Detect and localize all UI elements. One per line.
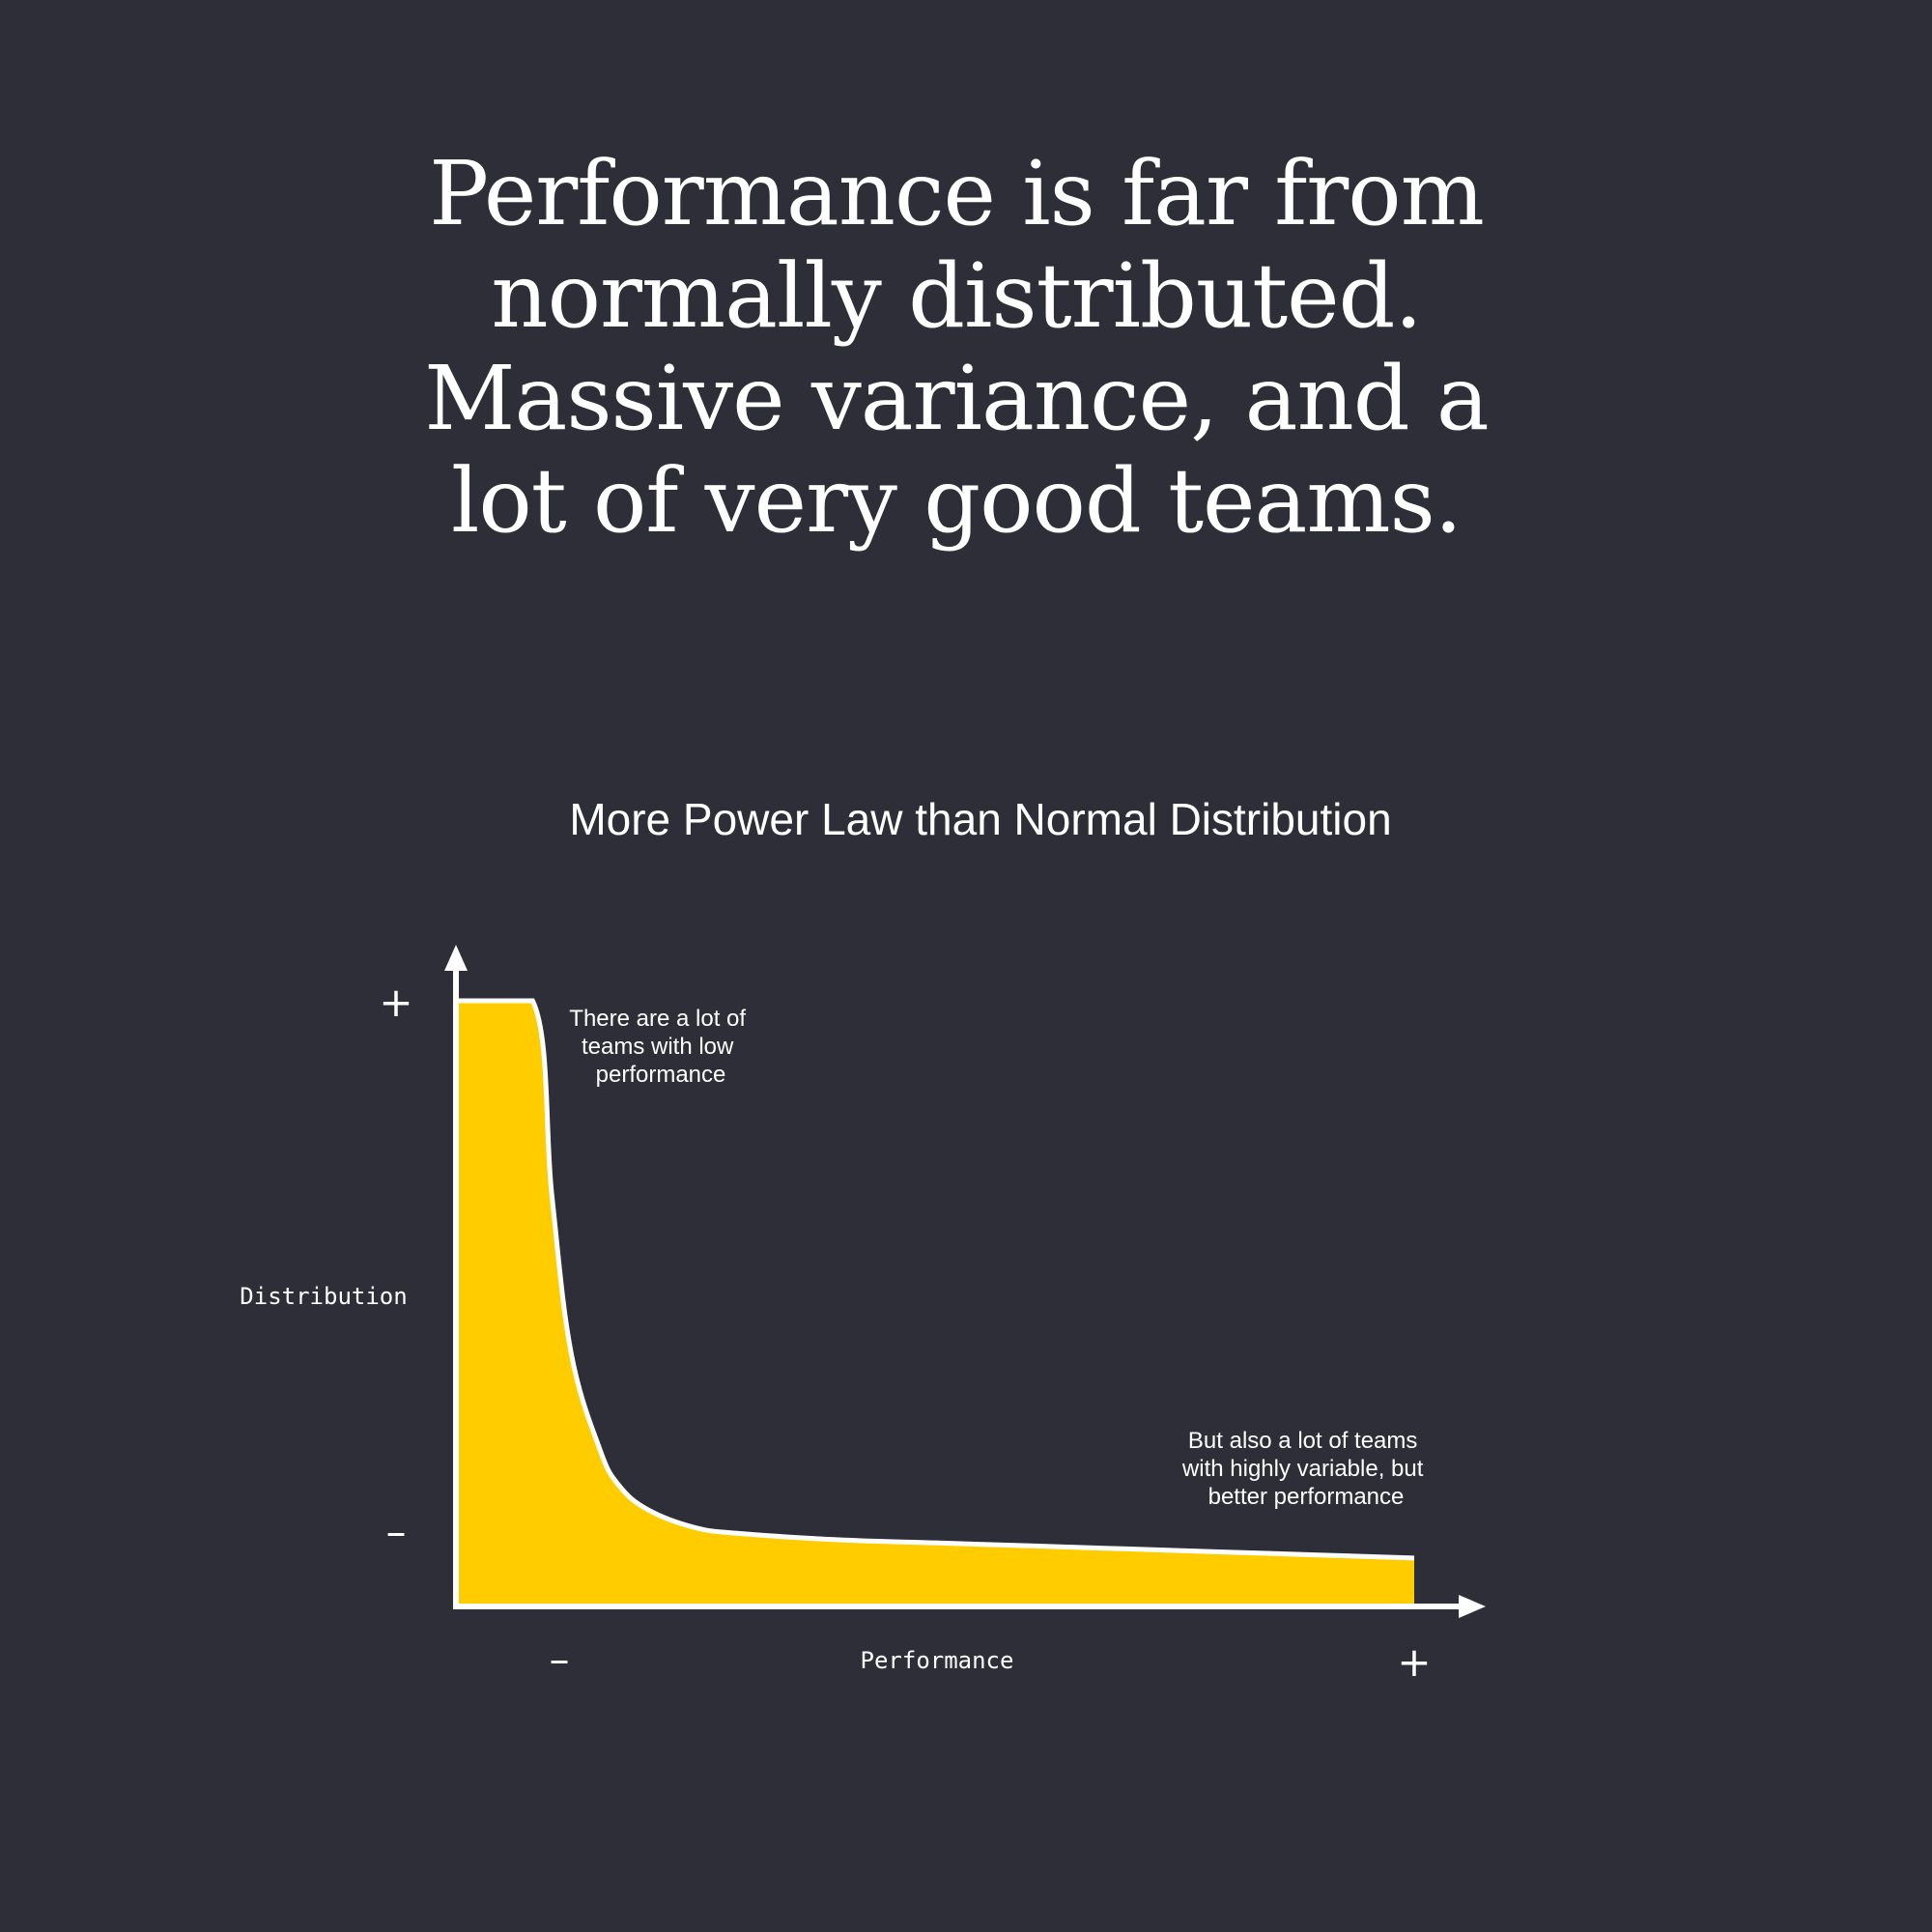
annotation-line: better performance — [1208, 1484, 1405, 1510]
distribution-curve — [456, 998, 1415, 1561]
headline-line: Massive variance, and a — [424, 347, 1489, 450]
chart-title: More Power Law than Normal Distribution — [569, 794, 1392, 844]
annotation-line: performance — [596, 1062, 726, 1088]
x-tick-plus: + — [1397, 1638, 1431, 1686]
y-axis-arrow-icon — [444, 945, 468, 971]
y-tick-plus: + — [379, 979, 412, 1026]
annotation-line: There are a lot of — [569, 1006, 746, 1032]
annotation-low-performance: There are a lot of teams with low perfor… — [569, 1006, 752, 1088]
y-axis-label: Distribution — [240, 1283, 407, 1310]
annotation-high-variance: But also a lot of teams with highly vari… — [1181, 1428, 1430, 1510]
headline-line: Performance is far from — [429, 142, 1485, 245]
annotation-line: But also a lot of teams — [1188, 1428, 1417, 1454]
y-tick-minus: – — [386, 1508, 407, 1555]
x-axis-arrow-icon — [1459, 1595, 1486, 1618]
headline-line: normally distributed. — [491, 244, 1422, 348]
x-tick-minus: – — [550, 1635, 570, 1683]
headline: Performance is far from normally distrib… — [290, 143, 1623, 553]
headline-line: lot of very good teams. — [450, 449, 1463, 553]
x-axis-label: Performance — [861, 1647, 1014, 1674]
annotation-line: with highly variable, but — [1181, 1456, 1424, 1482]
annotation-line: teams with low — [582, 1034, 734, 1060]
distribution-area — [456, 1001, 1414, 1606]
